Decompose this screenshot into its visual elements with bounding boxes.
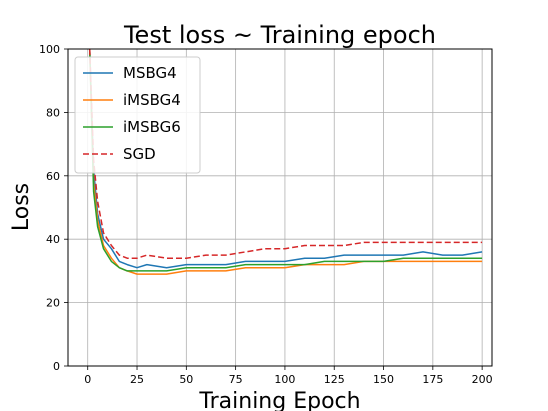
x-tick-label: 75 [229, 373, 243, 386]
x-tick-label: 100 [274, 373, 295, 386]
legend-label-msbg4: MSBG4 [123, 64, 177, 82]
chart-title: Test loss ~ Training epoch [123, 21, 436, 49]
ticks: 0 25 50 75 100 125 150 175 200 0 20 40 60 80 100 [39, 43, 493, 386]
plot-frame [67, 48, 493, 367]
x-tick-label: 200 [472, 373, 493, 386]
y-tick-label: 100 [39, 43, 60, 56]
series-group [88, 48, 483, 275]
legend-label-sgd: SGD [123, 145, 156, 163]
x-tick-label: 25 [130, 373, 144, 386]
y-tick-label: 20 [46, 297, 60, 310]
x-tick-label: 50 [179, 373, 193, 386]
x-tick-label: 150 [373, 373, 394, 386]
legend-label-imsbg6: iMSBG6 [123, 118, 181, 136]
y-axis-label: Loss [9, 183, 34, 231]
y-tick-label: 80 [46, 106, 60, 119]
x-tick-label: 0 [84, 373, 91, 386]
series-line-sgd [88, 48, 483, 259]
legend-box [74, 56, 201, 174]
x-axis-label: Training Epoch [198, 389, 360, 411]
series-line-msbg4 [88, 48, 483, 269]
x-tick-label: 125 [324, 373, 345, 386]
legend: MSBG4 iMSBG4 iMSBG6 SGD [74, 56, 201, 174]
y-tick-label: 60 [46, 170, 60, 183]
y-tick-label: 0 [53, 360, 60, 373]
legend-label-imsbg4: iMSBG4 [123, 91, 181, 109]
series-line-imsbg6 [88, 48, 483, 272]
y-tick-label: 40 [46, 233, 60, 246]
series-line-imsbg4 [88, 48, 483, 275]
x-tick-label: 175 [422, 373, 443, 386]
